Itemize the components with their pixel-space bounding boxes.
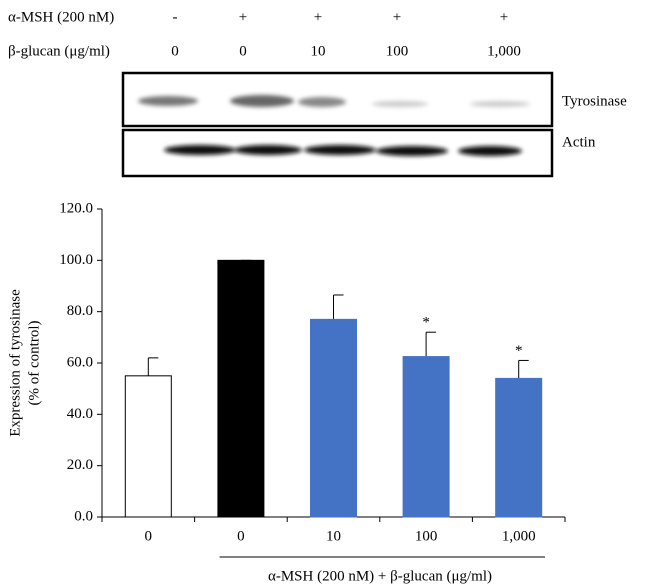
- x-tick-label: 1,000: [502, 528, 536, 544]
- y-tick-label: 0.0: [74, 508, 93, 524]
- row-label: β-glucan (μg/ml): [8, 43, 110, 59]
- row-cell: +: [393, 9, 401, 25]
- actin-bands: [164, 145, 522, 156]
- blot: Tyrosinase Actin: [121, 71, 627, 178]
- y-axis-title: Expression of tyrosinase (% of control): [7, 289, 42, 437]
- x-tick-label: 10: [326, 528, 341, 544]
- bar: [310, 318, 357, 518]
- y-axis-title-line: Expression of tyrosinase: [7, 289, 23, 437]
- row-cell: 0: [171, 43, 179, 59]
- bar: [402, 356, 450, 518]
- bar: [217, 259, 265, 518]
- x-tick-label: 100: [415, 528, 438, 544]
- row-cell: +: [239, 9, 247, 25]
- x-axis-title: α-MSH (200 nM) + β-glucan (μg/ml): [268, 568, 492, 584]
- x-tick-label: 0: [145, 528, 153, 544]
- row-cell: +: [314, 9, 322, 25]
- row-label: α-MSH (200 nM): [8, 9, 114, 25]
- row-cell: 1,000: [487, 43, 521, 59]
- y-tick-label: 120.0: [59, 200, 93, 216]
- bar: [124, 375, 172, 518]
- y-tick-label: 100.0: [59, 252, 93, 268]
- x-tick-label: 0: [237, 528, 245, 544]
- significance: *: [422, 315, 430, 331]
- significance: *: [515, 343, 523, 359]
- row-cell: 0: [239, 43, 247, 59]
- y-tick-label: 20.0: [67, 457, 93, 473]
- y-tick-label: 60.0: [67, 354, 93, 370]
- band-label: Tyrosinase: [562, 93, 627, 109]
- row-cell: 100: [386, 43, 409, 59]
- row-cell: +: [500, 9, 508, 25]
- band-label: Actin: [562, 134, 596, 150]
- y-tick-label: 80.0: [67, 303, 93, 319]
- row-cell: -: [173, 9, 178, 25]
- y-tick-label: 40.0: [67, 406, 93, 422]
- tyrosinase-bands: [138, 95, 530, 107]
- row-cell: 10: [311, 43, 326, 59]
- y-axis-title-line: (% of control): [26, 321, 42, 406]
- bar: [495, 377, 543, 518]
